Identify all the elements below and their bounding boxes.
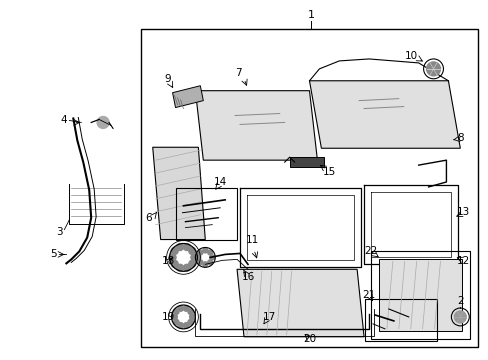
Circle shape (187, 309, 193, 315)
Text: 10: 10 (405, 51, 417, 61)
Text: 21: 21 (362, 290, 375, 300)
Circle shape (187, 319, 193, 325)
Circle shape (183, 264, 190, 271)
Circle shape (203, 248, 207, 253)
Bar (175, 188, 237, 239)
Text: 16: 16 (241, 272, 254, 282)
Text: 7: 7 (234, 68, 241, 78)
Circle shape (183, 306, 189, 311)
Circle shape (207, 250, 212, 255)
Circle shape (183, 244, 190, 251)
Circle shape (196, 255, 201, 260)
Polygon shape (152, 147, 205, 239)
Circle shape (176, 244, 183, 251)
Polygon shape (378, 260, 461, 331)
Circle shape (426, 62, 440, 76)
Text: 3: 3 (56, 226, 62, 237)
Circle shape (178, 323, 183, 328)
Text: 12: 12 (456, 256, 469, 266)
Circle shape (97, 117, 109, 129)
Circle shape (176, 264, 183, 271)
Polygon shape (195, 91, 317, 160)
Text: 8: 8 (456, 133, 463, 143)
Text: 5: 5 (50, 249, 57, 260)
Circle shape (198, 250, 203, 255)
Circle shape (171, 260, 178, 267)
Circle shape (171, 248, 178, 255)
Text: 9: 9 (164, 74, 171, 84)
Bar (365, 299, 436, 341)
Text: 17: 17 (263, 312, 276, 322)
Text: 22: 22 (364, 247, 377, 256)
Circle shape (173, 309, 179, 315)
Text: 11: 11 (245, 234, 258, 244)
Text: 2: 2 (456, 296, 463, 306)
Text: 15: 15 (322, 167, 335, 177)
Circle shape (188, 248, 195, 255)
Polygon shape (289, 157, 324, 167)
Polygon shape (309, 81, 459, 148)
Text: 1: 1 (307, 10, 314, 20)
Text: 4: 4 (60, 116, 66, 126)
Text: 20: 20 (302, 334, 315, 344)
Circle shape (209, 255, 214, 260)
Circle shape (207, 260, 212, 265)
Circle shape (453, 311, 466, 323)
Text: 6: 6 (145, 213, 152, 223)
Text: 18: 18 (162, 256, 175, 266)
Circle shape (178, 306, 183, 311)
Circle shape (169, 254, 176, 261)
Text: 13: 13 (456, 207, 469, 217)
Circle shape (188, 260, 195, 267)
Circle shape (190, 254, 198, 261)
Polygon shape (172, 86, 203, 108)
Bar (141, 29, 477, 347)
Circle shape (173, 319, 179, 325)
Circle shape (203, 262, 207, 267)
Circle shape (189, 314, 195, 320)
Polygon shape (237, 269, 364, 337)
Text: 19: 19 (162, 312, 175, 322)
Circle shape (183, 323, 189, 328)
Circle shape (198, 260, 203, 265)
Circle shape (171, 314, 177, 320)
Bar (370, 251, 469, 339)
Text: 14: 14 (213, 177, 226, 187)
